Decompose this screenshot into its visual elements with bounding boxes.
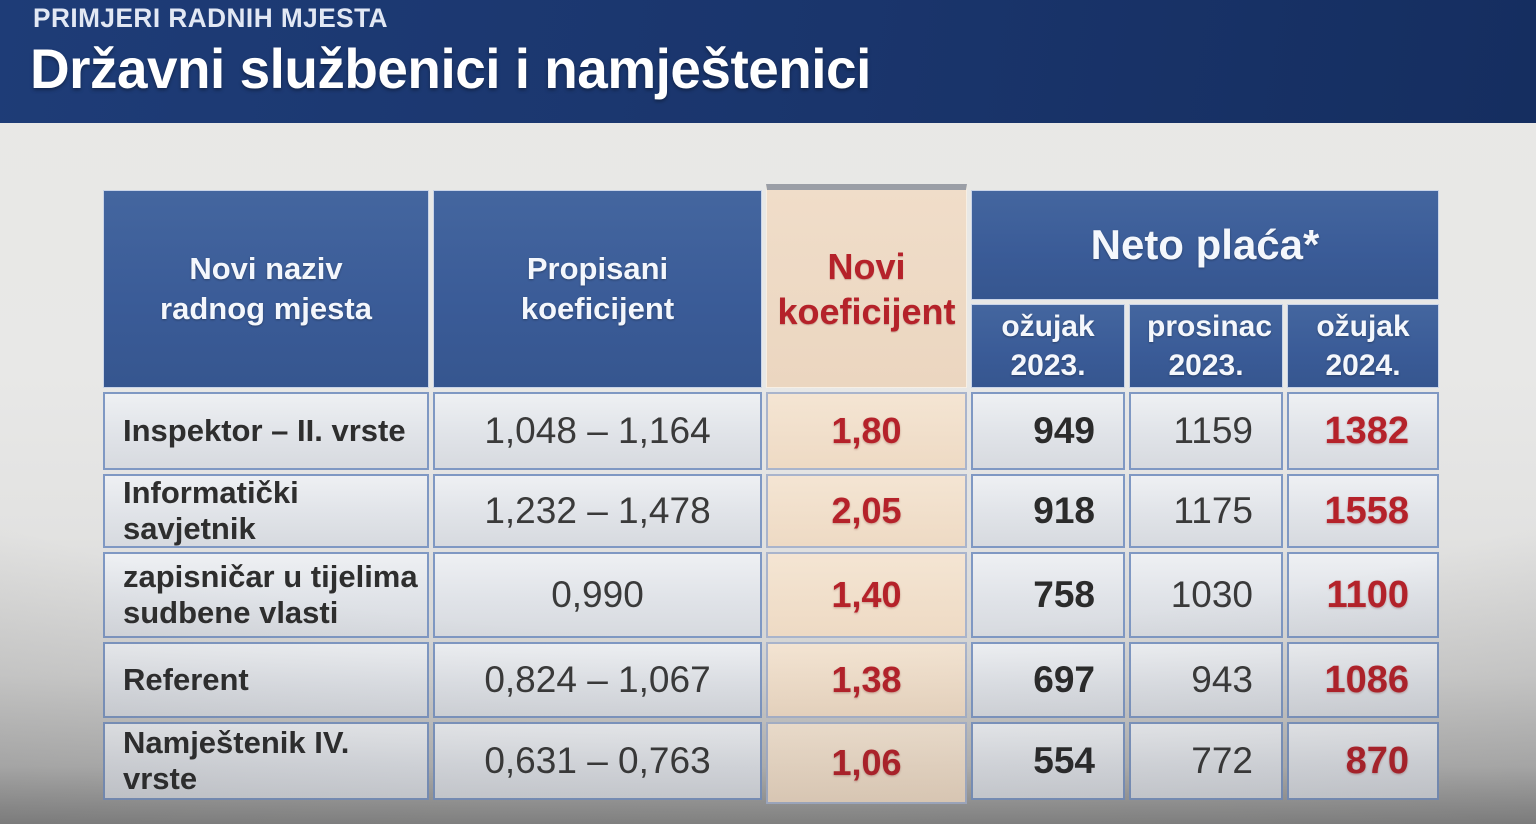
table-row-4-job-title: Referent [103, 642, 429, 718]
table-row-3-new-coef: 1,40 [766, 552, 967, 638]
slide-kicker: PRIMJERI RADNIH MJESTA [33, 3, 389, 33]
column-subheader-march-2023: ožujak 2023. [971, 304, 1125, 388]
table-row-1-net-mar-2024: 1382 [1287, 392, 1439, 470]
table-row-2-net-mar-2023: 918 [971, 474, 1125, 548]
table-row-3-prescribed: 0,990 [433, 552, 762, 638]
slide-header-banner: PRIMJERI RADNIH MJESTA Državni službenic… [0, 0, 1536, 123]
table-row-2-job-title: Informatički savjetnik [103, 474, 429, 548]
table-row-2-net-mar-2024: 1558 [1287, 474, 1439, 548]
table-row-1-net-dec-2023: 1159 [1129, 392, 1283, 470]
table-row-1-new-coef: 1,80 [766, 392, 967, 470]
column-header-job-title: Novi naziv radnog mjesta [103, 190, 429, 388]
table-row-3-net-mar-2024: 1100 [1287, 552, 1439, 638]
table-row-4-prescribed: 0,824 – 1,067 [433, 642, 762, 718]
column-header-job-title-label: Novi naziv radnog mjesta [160, 250, 372, 326]
table-row-5-job-title: Namještenik IV. vrste [103, 722, 429, 800]
table-row-4-new-coef: 1,38 [766, 642, 967, 718]
salary-table: Novi naziv radnog mjesta Propisani koefi… [103, 184, 1439, 804]
table-row-5-net-mar-2023: 554 [971, 722, 1125, 800]
table-row-5-net-dec-2023: 772 [1129, 722, 1283, 800]
column-subheader-december-2023: prosinac 2023. [1129, 304, 1283, 388]
table-row-5-new-coef: 1,06 [766, 722, 967, 804]
table-row-3-net-dec-2023: 1030 [1129, 552, 1283, 638]
column-subheader-march-2024-label: ožujak 2024. [1316, 310, 1410, 382]
table-row-4-net-mar-2023: 697 [971, 642, 1125, 718]
column-header-new-coefficient: Novi koeficijent [766, 184, 967, 388]
table-row-3-job-title: zapisničar u tijelima sudbene vlasti [103, 552, 429, 638]
table-row-2-prescribed: 1,232 – 1,478 [433, 474, 762, 548]
column-header-new-coefficient-label: Novi koeficijent [777, 245, 956, 332]
column-header-prescribed-coefficient-label: Propisani koeficijent [520, 250, 675, 326]
table-row-2-net-dec-2023: 1175 [1129, 474, 1283, 548]
column-header-net-salary-group: Neto plaća* [971, 190, 1439, 300]
column-header-net-salary-label: Neto plaća* [1090, 220, 1320, 268]
page-title: Državni službenici i namještenici [30, 37, 871, 100]
table-row-4-net-mar-2024: 1086 [1287, 642, 1439, 718]
table-row-1-job-title: Inspektor – II. vrste [103, 392, 429, 470]
table-row-5-net-mar-2024: 870 [1287, 722, 1439, 800]
table-row-5-prescribed: 0,631 – 0,763 [433, 722, 762, 800]
table-row-1-prescribed: 1,048 – 1,164 [433, 392, 762, 470]
column-subheader-march-2023-label: ožujak 2023. [1001, 310, 1095, 382]
table-row-2-new-coef: 2,05 [766, 474, 967, 548]
table-row-3-net-mar-2023: 758 [971, 552, 1125, 638]
column-header-prescribed-coefficient: Propisani koeficijent [433, 190, 762, 388]
column-subheader-march-2024: ožujak 2024. [1287, 304, 1439, 388]
table-row-4-net-dec-2023: 943 [1129, 642, 1283, 718]
column-subheader-december-2023-label: prosinac 2023. [1147, 310, 1273, 382]
table-row-1-net-mar-2023: 949 [971, 392, 1125, 470]
